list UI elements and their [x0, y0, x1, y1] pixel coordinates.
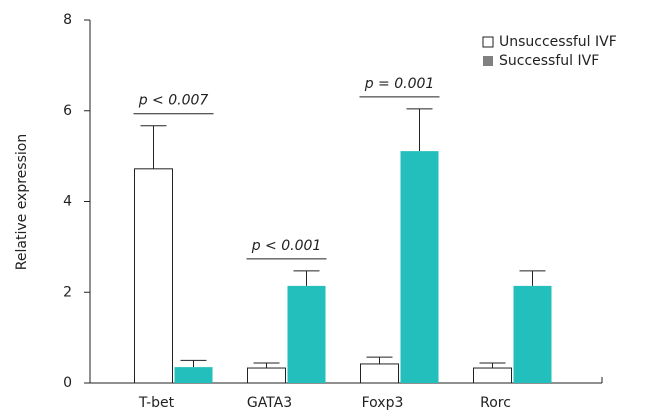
bar — [513, 285, 552, 383]
significance-label: p < 0.007 — [138, 93, 209, 109]
legend-swatch — [482, 36, 494, 48]
significance-label: p = 0.001 — [364, 76, 435, 92]
bar — [400, 151, 439, 383]
x-tick-label: Rorc — [480, 395, 511, 411]
significance-label: p < 0.001 — [251, 238, 322, 254]
y-tick-label: 8 — [63, 12, 72, 28]
y-tick-label: 2 — [63, 284, 72, 300]
legend-swatch — [483, 56, 493, 66]
x-tick-label: Foxp3 — [362, 395, 404, 411]
y-axis-label: Relative expression — [14, 134, 30, 270]
x-tick-label: T-bet — [138, 395, 175, 411]
bar — [473, 367, 512, 384]
y-tick-label: 0 — [63, 375, 72, 391]
bar — [287, 285, 326, 383]
bar — [360, 363, 399, 384]
bar — [174, 367, 213, 383]
y-tick-label: 4 — [63, 194, 72, 210]
legend-label: Unsuccessful IVF — [499, 34, 617, 50]
y-tick-label: 6 — [63, 103, 72, 119]
bar — [134, 168, 173, 384]
x-tick-label: GATA3 — [247, 395, 292, 411]
legend-label: Successful IVF — [499, 53, 599, 69]
bar — [247, 367, 286, 384]
